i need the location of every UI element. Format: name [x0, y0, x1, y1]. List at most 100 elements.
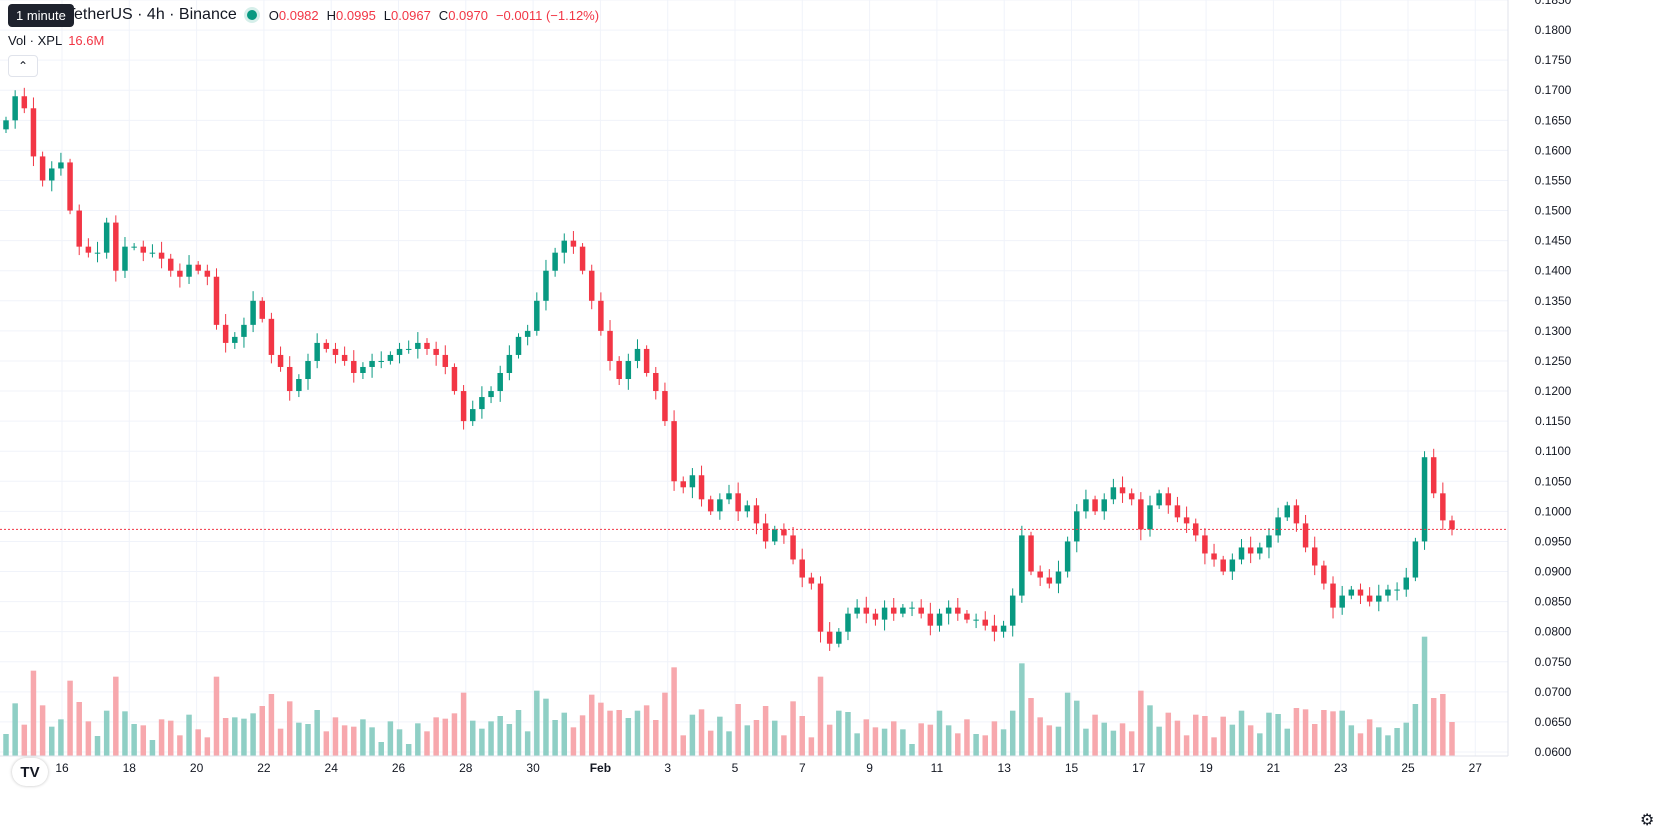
- price-axis-bg: [1508, 0, 1678, 835]
- candle-body: [1101, 499, 1107, 512]
- candle-body: [1238, 547, 1245, 560]
- time-tick-label: 28: [459, 761, 473, 775]
- volume-bar: [94, 736, 101, 756]
- volume-bar: [21, 724, 28, 756]
- price-tick-label: 0.0800: [1535, 625, 1572, 639]
- volume-bar: [149, 740, 156, 756]
- chevron-up-icon[interactable]: ⌃: [8, 55, 38, 77]
- price-tick-label: 0.1700: [1535, 83, 1572, 97]
- candle-body: [918, 607, 924, 614]
- volume-bar: [744, 725, 751, 756]
- time-axis[interactable]: 16 18 20 22 24 26 28 30 Feb 3 5 7 9 11 13 15 17 19 21 23 25 2…: [0, 755, 1508, 835]
- volume-bar: [1403, 722, 1409, 756]
- candle-body: [94, 252, 101, 254]
- candle-body: [900, 607, 906, 614]
- time-tick-label: Feb: [590, 761, 611, 775]
- price-tick-label: 0.1800: [1535, 23, 1572, 37]
- volume-bar: [12, 703, 18, 756]
- candle-body: [1110, 487, 1117, 500]
- candle-body: [552, 252, 558, 271]
- candle-body: [799, 559, 805, 578]
- candle-body: [1449, 520, 1455, 530]
- volume-bar: [222, 718, 229, 756]
- candle-body: [579, 246, 586, 271]
- candle-body: [1211, 553, 1217, 560]
- candle-body: [1202, 535, 1208, 554]
- volume-bar: [488, 721, 494, 756]
- candle-body: [241, 324, 247, 337]
- volume-bar: [140, 725, 147, 756]
- volume-bar: [1376, 727, 1382, 756]
- candle-body: [360, 366, 366, 373]
- candle-body: [1009, 595, 1016, 626]
- candle-body: [1376, 595, 1382, 602]
- volume-bar: [671, 667, 677, 756]
- time-tick-label: 17: [1132, 761, 1146, 775]
- candle-body: [872, 613, 879, 620]
- candle-body: [1321, 565, 1327, 584]
- volume-bar: [360, 719, 366, 756]
- candle-body: [268, 318, 275, 355]
- candle-body: [305, 360, 311, 380]
- time-tick-label: 24: [325, 761, 339, 775]
- gear-icon[interactable]: ⚙: [1640, 812, 1655, 829]
- open-value: 0.0982: [278, 7, 319, 23]
- volume-bar: [1229, 724, 1236, 756]
- candle-body: [30, 108, 37, 157]
- candle-body: [616, 360, 622, 380]
- candle-body: [524, 330, 531, 337]
- candle-body: [1064, 541, 1071, 572]
- volume-bar: [296, 722, 302, 756]
- tradingview-logo-icon[interactable]: TV: [12, 758, 48, 786]
- time-tick-label: 18: [123, 761, 137, 775]
- candle-body: [1311, 547, 1318, 566]
- volume-value: 16.6M: [68, 33, 105, 48]
- volume-bar: [332, 717, 339, 756]
- candle-body: [753, 505, 760, 524]
- time-tick-label: 16: [55, 761, 69, 775]
- candle-body: [12, 96, 18, 121]
- candle-body: [909, 607, 915, 609]
- volume-bar: [30, 670, 37, 756]
- candle-body: [982, 619, 988, 626]
- volume-bar: [607, 710, 613, 756]
- volume-bar: [1119, 723, 1126, 756]
- ohlc-values: O0.0982 H0.0995 L0.0967 C0.0970 −0.0011 …: [269, 8, 599, 23]
- time-tick-label: 21: [1267, 761, 1281, 775]
- volume-bar: [415, 723, 421, 756]
- volume-bar: [643, 705, 650, 756]
- volume-bar: [1074, 700, 1080, 756]
- candle-body: [1412, 541, 1419, 578]
- price-tick-label: 0.1250: [1535, 354, 1572, 368]
- volume-bar: [991, 721, 998, 756]
- price-tick-label: 0.1600: [1535, 143, 1572, 157]
- candle-body: [1183, 517, 1190, 524]
- volume-bar: [1440, 694, 1446, 756]
- price-tick-label: 0.1400: [1535, 264, 1572, 278]
- candle-body: [167, 258, 174, 271]
- price-tick-label: 0.0950: [1535, 534, 1572, 548]
- candle-body: [1156, 493, 1162, 506]
- volume-bar: [1211, 737, 1217, 756]
- candle-body: [1220, 559, 1226, 572]
- price-tick-label: 0.1550: [1535, 173, 1572, 187]
- time-tick-label: 3: [664, 761, 671, 775]
- symbol-title[interactable]: TetherUS · 4h · Binance: [66, 6, 237, 23]
- interval-tooltip: 1 minute: [8, 4, 74, 27]
- candle-body: [1366, 595, 1373, 602]
- volume-bar: [506, 724, 513, 756]
- volume-bar: [781, 735, 787, 756]
- volume-bar: [241, 718, 247, 756]
- volume-bar: [113, 676, 119, 756]
- time-tick-label: 22: [257, 761, 271, 775]
- candle-body: [1421, 457, 1428, 542]
- volume-bar: [799, 716, 805, 756]
- candle-body: [534, 300, 540, 331]
- volume-bar: [286, 701, 293, 756]
- candle-body: [1119, 487, 1126, 494]
- candle-body: [433, 348, 439, 355]
- volume-bar: [790, 701, 796, 756]
- price-tick-label: 0.1350: [1535, 294, 1572, 308]
- price-axis[interactable]: 0.0600 0.0650 0.0700 0.0750 0.0800 0.0850 0.09…: [1507, 0, 1678, 835]
